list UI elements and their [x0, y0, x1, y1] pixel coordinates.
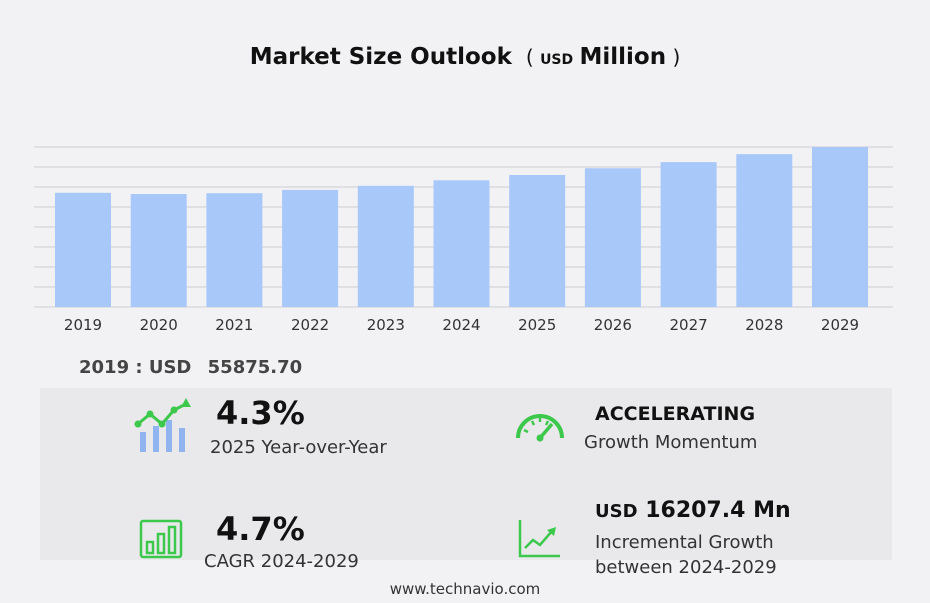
- footer-url: www.technavio.com: [389, 580, 541, 598]
- bar-2025: [509, 174, 566, 307]
- incremental-currency: USD: [595, 501, 638, 522]
- bar-2029: [812, 147, 868, 307]
- bar-2020: [130, 193, 187, 307]
- x-tick-label: 2022: [291, 316, 329, 334]
- momentum-value: ACCELERATING: [595, 403, 756, 425]
- bar-chart-icon: [139, 519, 183, 559]
- bar-2024: [433, 180, 490, 307]
- x-tick-label: 2028: [745, 316, 783, 334]
- x-tick-label: 2027: [670, 316, 708, 334]
- bar-2028: [736, 154, 793, 307]
- title-unit-prefix: USD: [540, 52, 574, 68]
- x-tick-label: 2024: [442, 316, 480, 334]
- bar-growth-icon: [134, 398, 191, 452]
- title-unit-name: Million: [579, 44, 667, 70]
- bar-2021: [206, 193, 263, 307]
- x-tick-label: 2020: [140, 316, 178, 334]
- cagr-value: 4.7%: [216, 510, 305, 548]
- x-tick-label: 2021: [215, 316, 253, 334]
- momentum-label: Growth Momentum: [584, 432, 758, 453]
- base-year: 2019: [79, 357, 130, 378]
- cagr-label: CAGR 2024-2029: [204, 551, 359, 572]
- x-tick-label: 2023: [367, 316, 405, 334]
- incremental-amount: 16207.4 Mn: [645, 498, 791, 523]
- title-main: Market Size Outlook: [249, 44, 512, 70]
- title-unit: ( USD Million ): [525, 44, 681, 70]
- bar-2023: [357, 185, 414, 307]
- bar-chart: 2019 2020 2021 2022 2023 2024 2025 2026 2027 2028…: [34, 146, 893, 334]
- base-amount: 55875.70: [207, 357, 303, 378]
- yoy-value: 4.3%: [216, 394, 305, 432]
- line-chart-icon: [518, 520, 560, 558]
- x-tick-label: 2026: [594, 316, 632, 334]
- incremental-value: USD 16207.4 Mn: [595, 498, 791, 523]
- incremental-label-1: Incremental Growth: [595, 532, 774, 553]
- bar-2027: [660, 162, 717, 307]
- x-tick-label: 2019: [64, 316, 102, 334]
- bar-2019: [55, 192, 111, 307]
- x-tick-label: 2025: [518, 316, 556, 334]
- x-tick-label: 2029: [821, 316, 859, 334]
- incremental-label-2: between 2024-2029: [595, 557, 777, 578]
- bar-2022: [282, 189, 339, 307]
- chart-title: Market Size Outlook ( USD Million ): [0, 44, 930, 70]
- base-year-value: 2019 : USD 55875.70: [79, 357, 303, 378]
- base-currency: USD: [148, 357, 192, 378]
- speedometer-icon: [516, 414, 564, 442]
- bar-2026: [584, 168, 641, 307]
- yoy-label: 2025 Year-over-Year: [210, 437, 387, 458]
